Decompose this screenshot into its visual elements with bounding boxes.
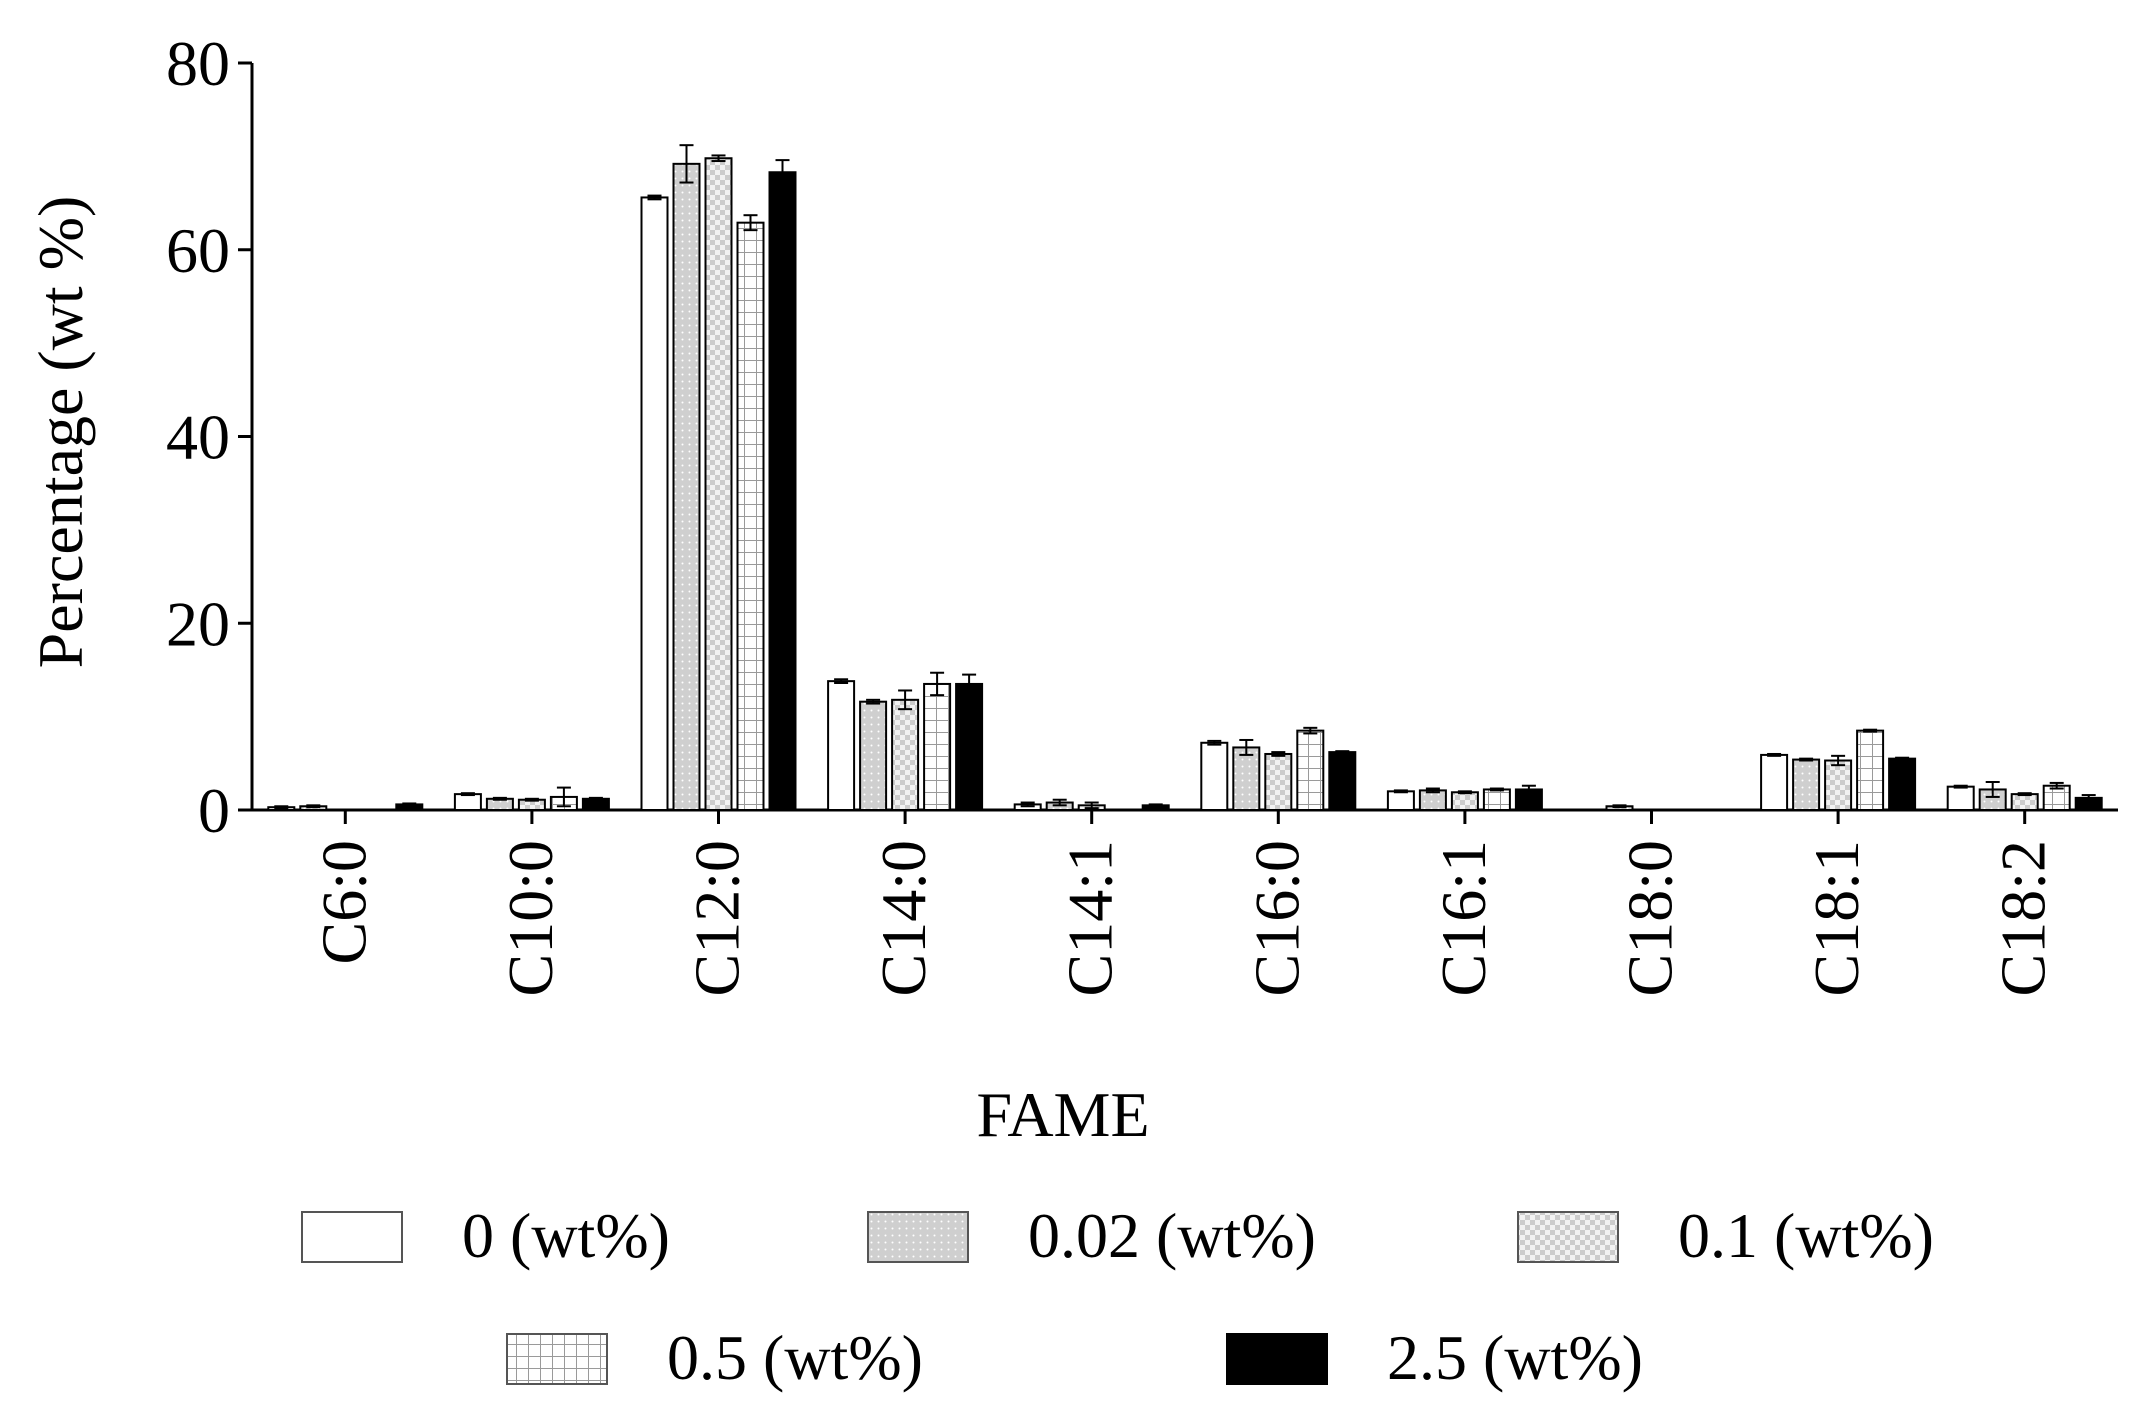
bar bbox=[1450, 791, 1479, 811]
x-tick-label: C14:0 bbox=[868, 840, 939, 996]
bar bbox=[1824, 759, 1853, 811]
bar bbox=[827, 680, 856, 812]
bar bbox=[1760, 753, 1789, 812]
x-tick-label: C6:0 bbox=[308, 840, 379, 964]
x-tick-label: C10:0 bbox=[495, 840, 566, 996]
bar bbox=[1386, 790, 1415, 812]
legend-swatch bbox=[1517, 1211, 1619, 1263]
y-tick-label: 20 bbox=[166, 588, 230, 659]
legend-swatch bbox=[301, 1211, 403, 1263]
bar bbox=[1264, 752, 1293, 811]
legend-label: 0 (wt%) bbox=[462, 1200, 670, 1271]
bar bbox=[1856, 729, 1885, 811]
bar bbox=[1296, 729, 1325, 811]
legend-label: 2.5 (wt%) bbox=[1387, 1322, 1643, 1393]
y-tick-label: 60 bbox=[166, 215, 230, 286]
y-tick-label: 0 bbox=[198, 775, 230, 846]
bar bbox=[891, 698, 920, 812]
bar bbox=[640, 196, 669, 811]
x-tick-label: C16:1 bbox=[1428, 840, 1499, 996]
legend-swatch bbox=[506, 1333, 608, 1385]
x-axis-title: FAME bbox=[976, 1079, 1149, 1150]
legend-label: 0.1 (wt%) bbox=[1678, 1200, 1934, 1271]
legend-label: 0.5 (wt%) bbox=[667, 1322, 923, 1393]
bar bbox=[1888, 757, 1917, 811]
bar bbox=[2010, 793, 2039, 811]
y-tick-label: 80 bbox=[166, 28, 230, 99]
y-axis-title: Percentage (wt %) bbox=[25, 196, 96, 669]
x-tick-label: C14:1 bbox=[1055, 840, 1126, 996]
bar bbox=[859, 700, 888, 811]
bar bbox=[768, 171, 797, 811]
bar bbox=[1482, 788, 1511, 812]
bar bbox=[1418, 789, 1447, 811]
legend: 0 (wt%) 0.02 (wt%) 0.1 (wt%) 0.5 (wt%) 2.5 (… bbox=[301, 1200, 1934, 1393]
x-tick-label: C16:0 bbox=[1241, 840, 1312, 996]
y-axis: 0 20 40 60 80 bbox=[166, 28, 254, 846]
legend-label: 0.02 (wt%) bbox=[1028, 1200, 1316, 1271]
bar bbox=[923, 682, 952, 811]
bar bbox=[1328, 751, 1357, 811]
bar bbox=[453, 793, 482, 811]
x-tick-label: C18:0 bbox=[1615, 840, 1686, 996]
x-tick-label: C18:1 bbox=[1801, 840, 1872, 996]
bar bbox=[736, 221, 765, 811]
bar bbox=[1200, 741, 1229, 812]
bar bbox=[1232, 746, 1261, 811]
legend-swatch bbox=[867, 1211, 969, 1263]
y-tick-label: 40 bbox=[166, 402, 230, 473]
bar bbox=[672, 162, 701, 812]
bar bbox=[1946, 785, 1975, 811]
bars-layer bbox=[267, 144, 2103, 812]
bar bbox=[1792, 758, 1821, 812]
x-axis: C6:0 C10:0 C12:0 C14:0 C14:1 C16:0 C16:1 C18:0 C… bbox=[252, 808, 2118, 996]
x-tick-label: C18:2 bbox=[1988, 840, 2059, 996]
legend-swatch bbox=[1226, 1333, 1328, 1385]
x-tick-label: C12:0 bbox=[682, 840, 753, 996]
bar bbox=[955, 682, 984, 811]
bar bbox=[704, 157, 733, 811]
